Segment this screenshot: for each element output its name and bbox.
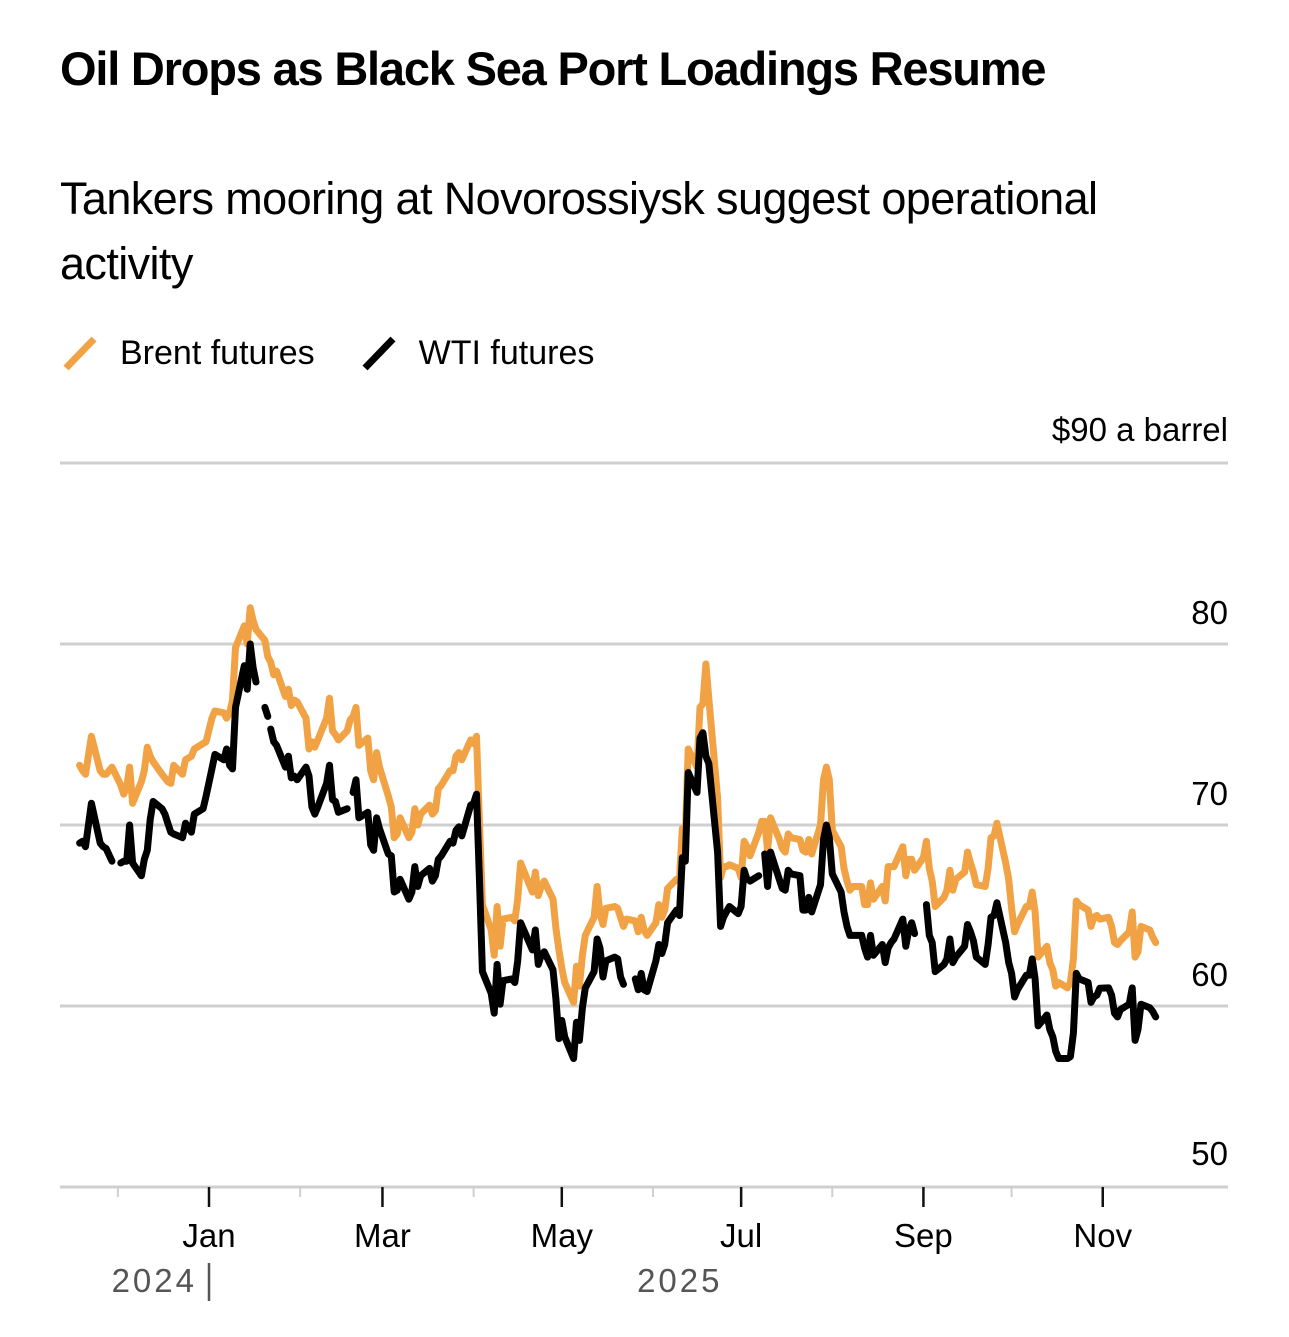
series-line-wti-futures-segment-4	[349, 776, 627, 1062]
year-label-2025: 2025	[637, 1262, 722, 1299]
y-tick-label-60: 60	[1191, 956, 1228, 993]
series-line-wti-futures-segment-0	[76, 799, 116, 865]
series-line-wti-futures-segment-2	[261, 703, 272, 720]
chart-subtitle: Tankers mooring at Novorossiysk suggest …	[60, 173, 1098, 289]
x-tick-label-mar: Mar	[354, 1217, 411, 1254]
y-tick-label-70: 70	[1191, 775, 1228, 812]
x-tick-label-sep: Sep	[894, 1217, 953, 1254]
y-tick-label-50: 50	[1191, 1135, 1228, 1172]
legend-label-wti: WTI futures	[418, 333, 595, 372]
chart-title: Oil Drops as Black Sea Port Loadings Res…	[60, 42, 1047, 95]
legend-swatch-brent-icon	[63, 336, 97, 371]
x-tick-label-may: May	[531, 1217, 594, 1254]
series-line-wti-futures-segment-7	[761, 821, 919, 967]
x-tick-label-jul: Jul	[720, 1217, 762, 1254]
y-axis-ticks: 60 70 80 50	[1191, 594, 1228, 1172]
y-axis-unit-label: $90 a barrel	[1051, 411, 1228, 448]
x-tick-label-nov: Nov	[1073, 1217, 1132, 1254]
x-axis: Jan Mar May Jul Sep Nov 2024 2025	[60, 1185, 1228, 1301]
gridlines	[60, 461, 1228, 1008]
series-line-wti-futures-segment-6	[746, 872, 763, 885]
legend-item-wti: WTI futures	[359, 333, 595, 373]
series-line-wti-futures-segment-5	[631, 729, 751, 995]
series-line-wti-futures-segment-8	[922, 899, 1160, 1062]
legend: Brent futures WTI futures	[60, 330, 638, 376]
series-line-wti-futures-segment-1	[117, 640, 260, 880]
series-line-wti-futures-segment-3	[267, 725, 351, 818]
x-tick-label-jan: Jan	[182, 1217, 235, 1254]
legend-label-brent: Brent futures	[120, 333, 315, 372]
series-line-brent-futures	[76, 604, 1160, 1006]
series-lines	[76, 604, 1160, 1062]
legend-item-brent: Brent futures	[60, 333, 315, 373]
legend-swatch-wti-icon	[362, 336, 396, 371]
year-label-2024: 2024	[112, 1262, 197, 1299]
y-tick-label-80: 80	[1191, 594, 1228, 631]
